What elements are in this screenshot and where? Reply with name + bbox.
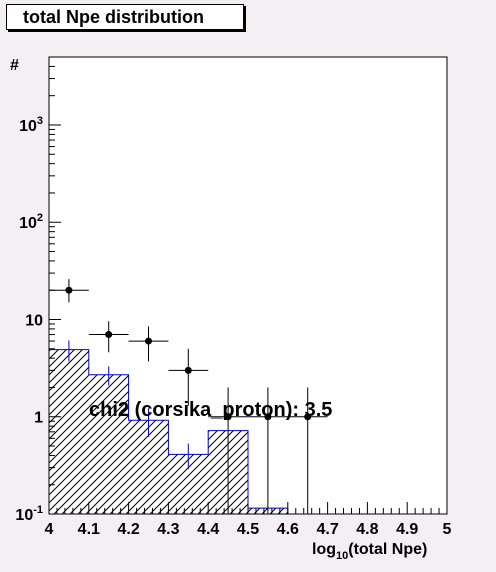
- x-tick-label: 5: [443, 521, 452, 538]
- data-points-series: [49, 279, 328, 514]
- histogram-outline: [48, 349, 289, 514]
- x-tick-label: 4: [45, 521, 54, 538]
- x-tick-label: 4.5: [237, 521, 259, 538]
- x-tick-label: 4.6: [277, 521, 299, 538]
- data-point: [264, 413, 272, 421]
- data-point: [65, 286, 73, 294]
- chart-title: total Npe distribution: [6, 4, 244, 30]
- y-tick-label: 103: [19, 115, 43, 135]
- data-point: [145, 337, 152, 345]
- data-point: [304, 413, 312, 421]
- histogram-bin-fill: [49, 349, 89, 514]
- x-tick-label: 4.4: [197, 521, 219, 538]
- x-axis-label: log10(total Npe): [312, 541, 427, 562]
- histogram-bin-fill: [88, 374, 129, 514]
- x-tick-label: 4.1: [78, 521, 100, 538]
- x-tick-label: 4.9: [396, 521, 418, 538]
- y-tick-label: 10-1: [15, 504, 43, 524]
- x-tick-label: 4.2: [117, 521, 139, 538]
- data-point: [224, 413, 232, 421]
- histogram-series: [48, 340, 289, 514]
- data-point: [105, 331, 113, 339]
- x-tick-label: 4.7: [316, 521, 338, 538]
- x-axis-label-sub: 10: [336, 550, 348, 562]
- chi2-annotation: chi2 (corsika_proton): 3.5: [89, 399, 332, 421]
- x-axis-label-main: log: [312, 541, 336, 558]
- axes: 4 4.1 4.2 4.3 4.4 4.5 4.6 4.7 4.8 4.9 5 10-1 1 10 102 1…: [15, 56, 452, 538]
- x-tick-label: 4.3: [157, 521, 179, 538]
- y-tick-label: 10: [25, 312, 43, 329]
- x-axis-label-rest: (total Npe): [348, 541, 427, 558]
- x-tick-label: 4.8: [356, 521, 378, 538]
- y-tick-label: 1: [34, 410, 43, 427]
- y-axis-label: #: [10, 57, 19, 74]
- y-tick-label: 102: [19, 212, 43, 232]
- data-point: [184, 366, 192, 374]
